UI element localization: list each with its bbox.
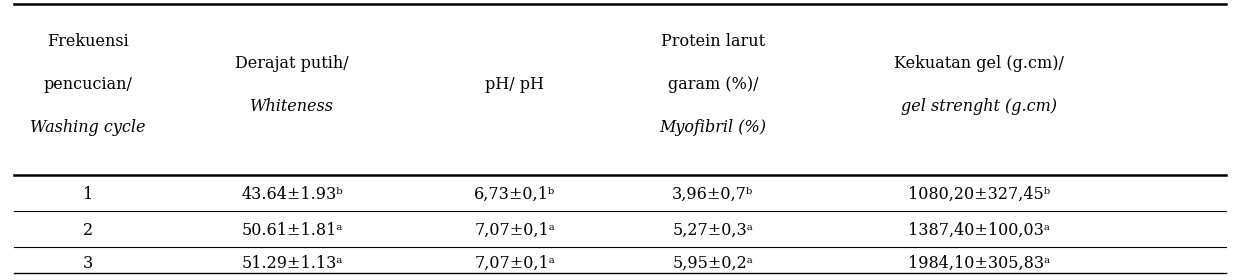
Text: 1387,40±100,03ᵃ: 1387,40±100,03ᵃ: [908, 221, 1050, 239]
Text: 7,07±0,1ᵃ: 7,07±0,1ᵃ: [475, 255, 556, 272]
Text: Washing cycle: Washing cycle: [30, 119, 146, 136]
Text: 5,27±0,3ᵃ: 5,27±0,3ᵃ: [672, 221, 753, 239]
Text: 1080,20±327,45ᵇ: 1080,20±327,45ᵇ: [908, 186, 1050, 202]
Text: 1984,10±305,83ᵃ: 1984,10±305,83ᵃ: [908, 255, 1050, 272]
Text: Protein larut: Protein larut: [661, 33, 765, 50]
Text: 3: 3: [83, 255, 93, 272]
Text: 3,96±0,7ᵇ: 3,96±0,7ᵇ: [672, 186, 754, 202]
Text: garam (%)/: garam (%)/: [667, 76, 758, 93]
Text: Derajat putih/: Derajat putih/: [236, 55, 348, 72]
Text: 43.64±1.93ᵇ: 43.64±1.93ᵇ: [242, 186, 343, 202]
Text: 50.61±1.81ᵃ: 50.61±1.81ᵃ: [242, 221, 343, 239]
Text: 7,07±0,1ᵃ: 7,07±0,1ᵃ: [475, 221, 556, 239]
Text: Myofibril (%): Myofibril (%): [660, 119, 766, 136]
Text: Frekuensi: Frekuensi: [47, 33, 129, 50]
Text: pencucian/: pencucian/: [43, 76, 133, 93]
Text: gel strenght (g.cm): gel strenght (g.cm): [900, 97, 1056, 115]
Text: 2: 2: [83, 221, 93, 239]
Text: 51.29±1.13ᵃ: 51.29±1.13ᵃ: [242, 255, 343, 272]
Text: 1: 1: [83, 186, 93, 202]
Text: 6,73±0,1ᵇ: 6,73±0,1ᵇ: [474, 186, 556, 202]
Text: pH/ pH: pH/ pH: [485, 76, 544, 93]
Text: Kekuatan gel (g.cm)/: Kekuatan gel (g.cm)/: [894, 55, 1064, 72]
Text: 5,95±0,2ᵃ: 5,95±0,2ᵃ: [672, 255, 753, 272]
Text: Whiteness: Whiteness: [250, 97, 334, 115]
